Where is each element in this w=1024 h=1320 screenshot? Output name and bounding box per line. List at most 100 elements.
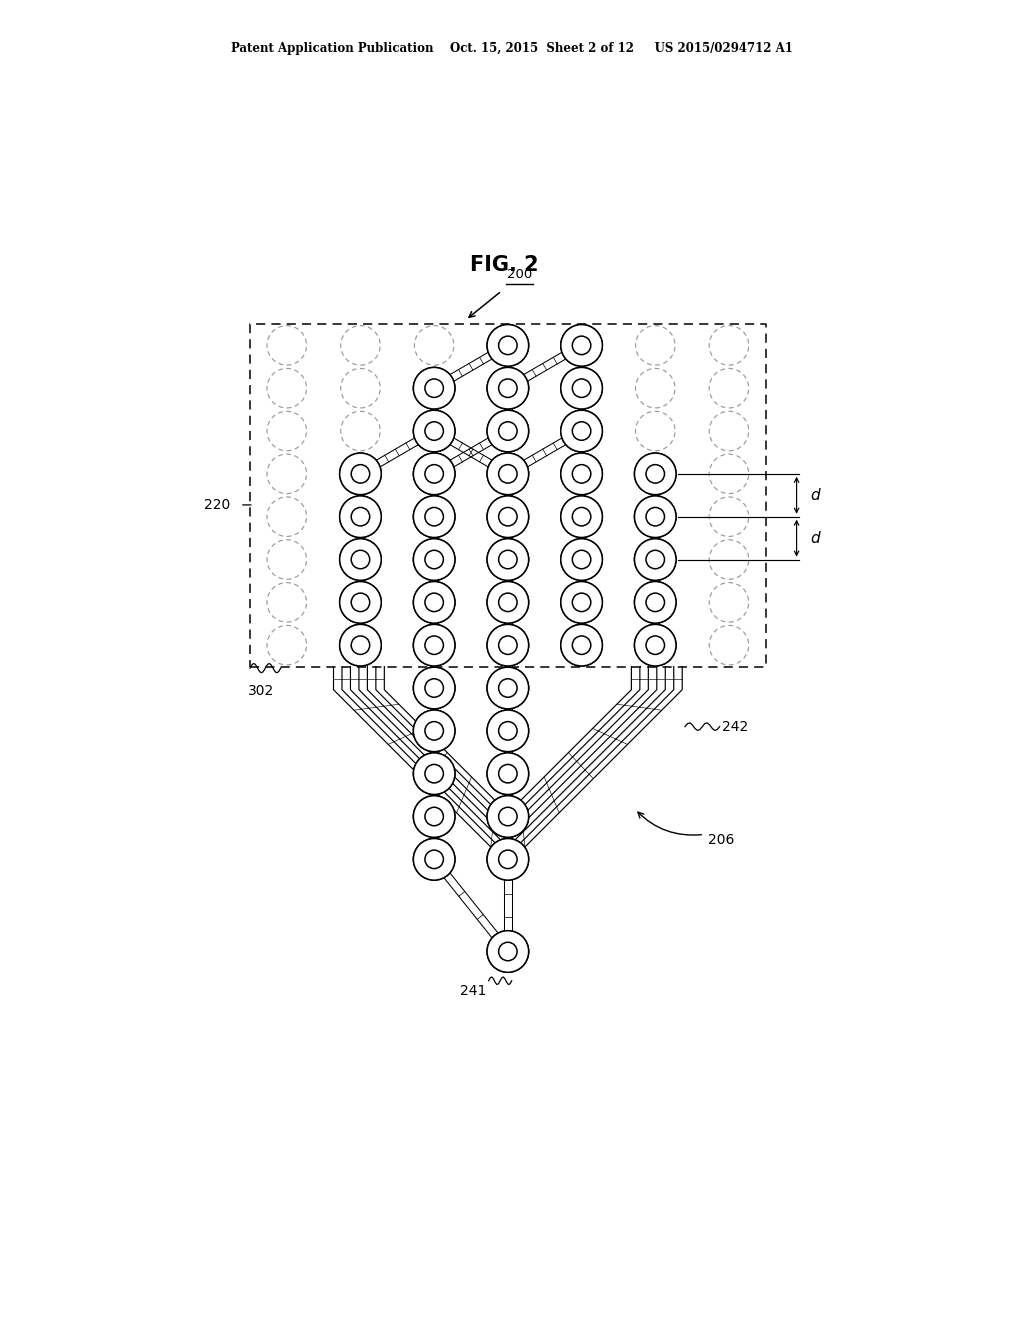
- Circle shape: [561, 411, 602, 451]
- Circle shape: [572, 337, 591, 355]
- Circle shape: [499, 379, 517, 397]
- Circle shape: [499, 942, 517, 961]
- Circle shape: [646, 507, 665, 525]
- Circle shape: [414, 710, 455, 751]
- Circle shape: [572, 337, 591, 355]
- Polygon shape: [430, 774, 438, 817]
- Text: 206: 206: [708, 833, 734, 847]
- Circle shape: [487, 796, 528, 837]
- Circle shape: [414, 624, 455, 667]
- Circle shape: [414, 453, 455, 495]
- Circle shape: [351, 636, 370, 655]
- Circle shape: [340, 624, 381, 667]
- Circle shape: [646, 465, 665, 483]
- Circle shape: [572, 422, 591, 441]
- Circle shape: [499, 507, 517, 525]
- Polygon shape: [578, 388, 586, 432]
- Circle shape: [414, 667, 455, 709]
- Circle shape: [561, 624, 602, 667]
- Circle shape: [572, 379, 591, 397]
- Circle shape: [487, 838, 528, 880]
- Circle shape: [499, 337, 517, 355]
- Circle shape: [499, 764, 517, 783]
- Circle shape: [487, 325, 528, 366]
- Circle shape: [499, 422, 517, 441]
- Circle shape: [414, 624, 455, 667]
- Polygon shape: [504, 474, 512, 516]
- Circle shape: [487, 624, 528, 667]
- Circle shape: [561, 453, 602, 495]
- Circle shape: [646, 550, 665, 569]
- Circle shape: [414, 838, 455, 880]
- Circle shape: [572, 507, 591, 525]
- Circle shape: [499, 465, 517, 483]
- Polygon shape: [356, 560, 365, 602]
- Circle shape: [425, 507, 443, 525]
- Polygon shape: [356, 602, 365, 645]
- Circle shape: [487, 496, 528, 537]
- Circle shape: [487, 667, 528, 709]
- Circle shape: [351, 636, 370, 655]
- Circle shape: [499, 678, 517, 697]
- Circle shape: [414, 752, 455, 795]
- Circle shape: [487, 667, 528, 709]
- Polygon shape: [356, 474, 365, 516]
- Polygon shape: [430, 516, 438, 560]
- Polygon shape: [504, 688, 512, 731]
- Circle shape: [425, 422, 443, 441]
- Polygon shape: [432, 342, 510, 392]
- Polygon shape: [431, 857, 511, 954]
- Circle shape: [425, 722, 443, 741]
- Text: FIG. 2: FIG. 2: [470, 255, 539, 275]
- Circle shape: [635, 582, 676, 623]
- Circle shape: [414, 667, 455, 709]
- Circle shape: [635, 496, 676, 537]
- Circle shape: [499, 942, 517, 961]
- Polygon shape: [430, 645, 438, 688]
- Polygon shape: [430, 688, 438, 731]
- Polygon shape: [651, 602, 659, 645]
- Circle shape: [425, 379, 443, 397]
- Circle shape: [499, 550, 517, 569]
- Polygon shape: [504, 774, 512, 817]
- Polygon shape: [578, 516, 586, 560]
- Circle shape: [635, 453, 676, 495]
- Circle shape: [635, 539, 676, 581]
- Circle shape: [351, 593, 370, 611]
- Polygon shape: [504, 859, 512, 952]
- Circle shape: [425, 808, 443, 826]
- Circle shape: [414, 367, 455, 409]
- Circle shape: [340, 496, 381, 537]
- Circle shape: [487, 325, 528, 366]
- Circle shape: [499, 337, 517, 355]
- Circle shape: [425, 764, 443, 783]
- Circle shape: [340, 582, 381, 623]
- Circle shape: [646, 593, 665, 611]
- Circle shape: [487, 453, 528, 495]
- Circle shape: [487, 931, 528, 973]
- Circle shape: [572, 636, 591, 655]
- Circle shape: [561, 582, 602, 623]
- Circle shape: [635, 624, 676, 667]
- Circle shape: [414, 411, 455, 451]
- Circle shape: [340, 539, 381, 581]
- Polygon shape: [430, 560, 438, 602]
- Circle shape: [414, 582, 455, 623]
- Circle shape: [414, 453, 455, 495]
- Circle shape: [561, 539, 602, 581]
- Polygon shape: [651, 560, 659, 602]
- Circle shape: [414, 796, 455, 837]
- Circle shape: [635, 539, 676, 581]
- Circle shape: [487, 710, 528, 751]
- Circle shape: [425, 850, 443, 869]
- Text: 200: 200: [507, 268, 532, 281]
- Circle shape: [487, 539, 528, 581]
- Circle shape: [561, 367, 602, 409]
- Circle shape: [572, 507, 591, 525]
- Polygon shape: [504, 388, 512, 432]
- Polygon shape: [432, 428, 510, 478]
- Circle shape: [425, 678, 443, 697]
- Circle shape: [425, 465, 443, 483]
- Text: 241: 241: [460, 983, 486, 998]
- Circle shape: [487, 496, 528, 537]
